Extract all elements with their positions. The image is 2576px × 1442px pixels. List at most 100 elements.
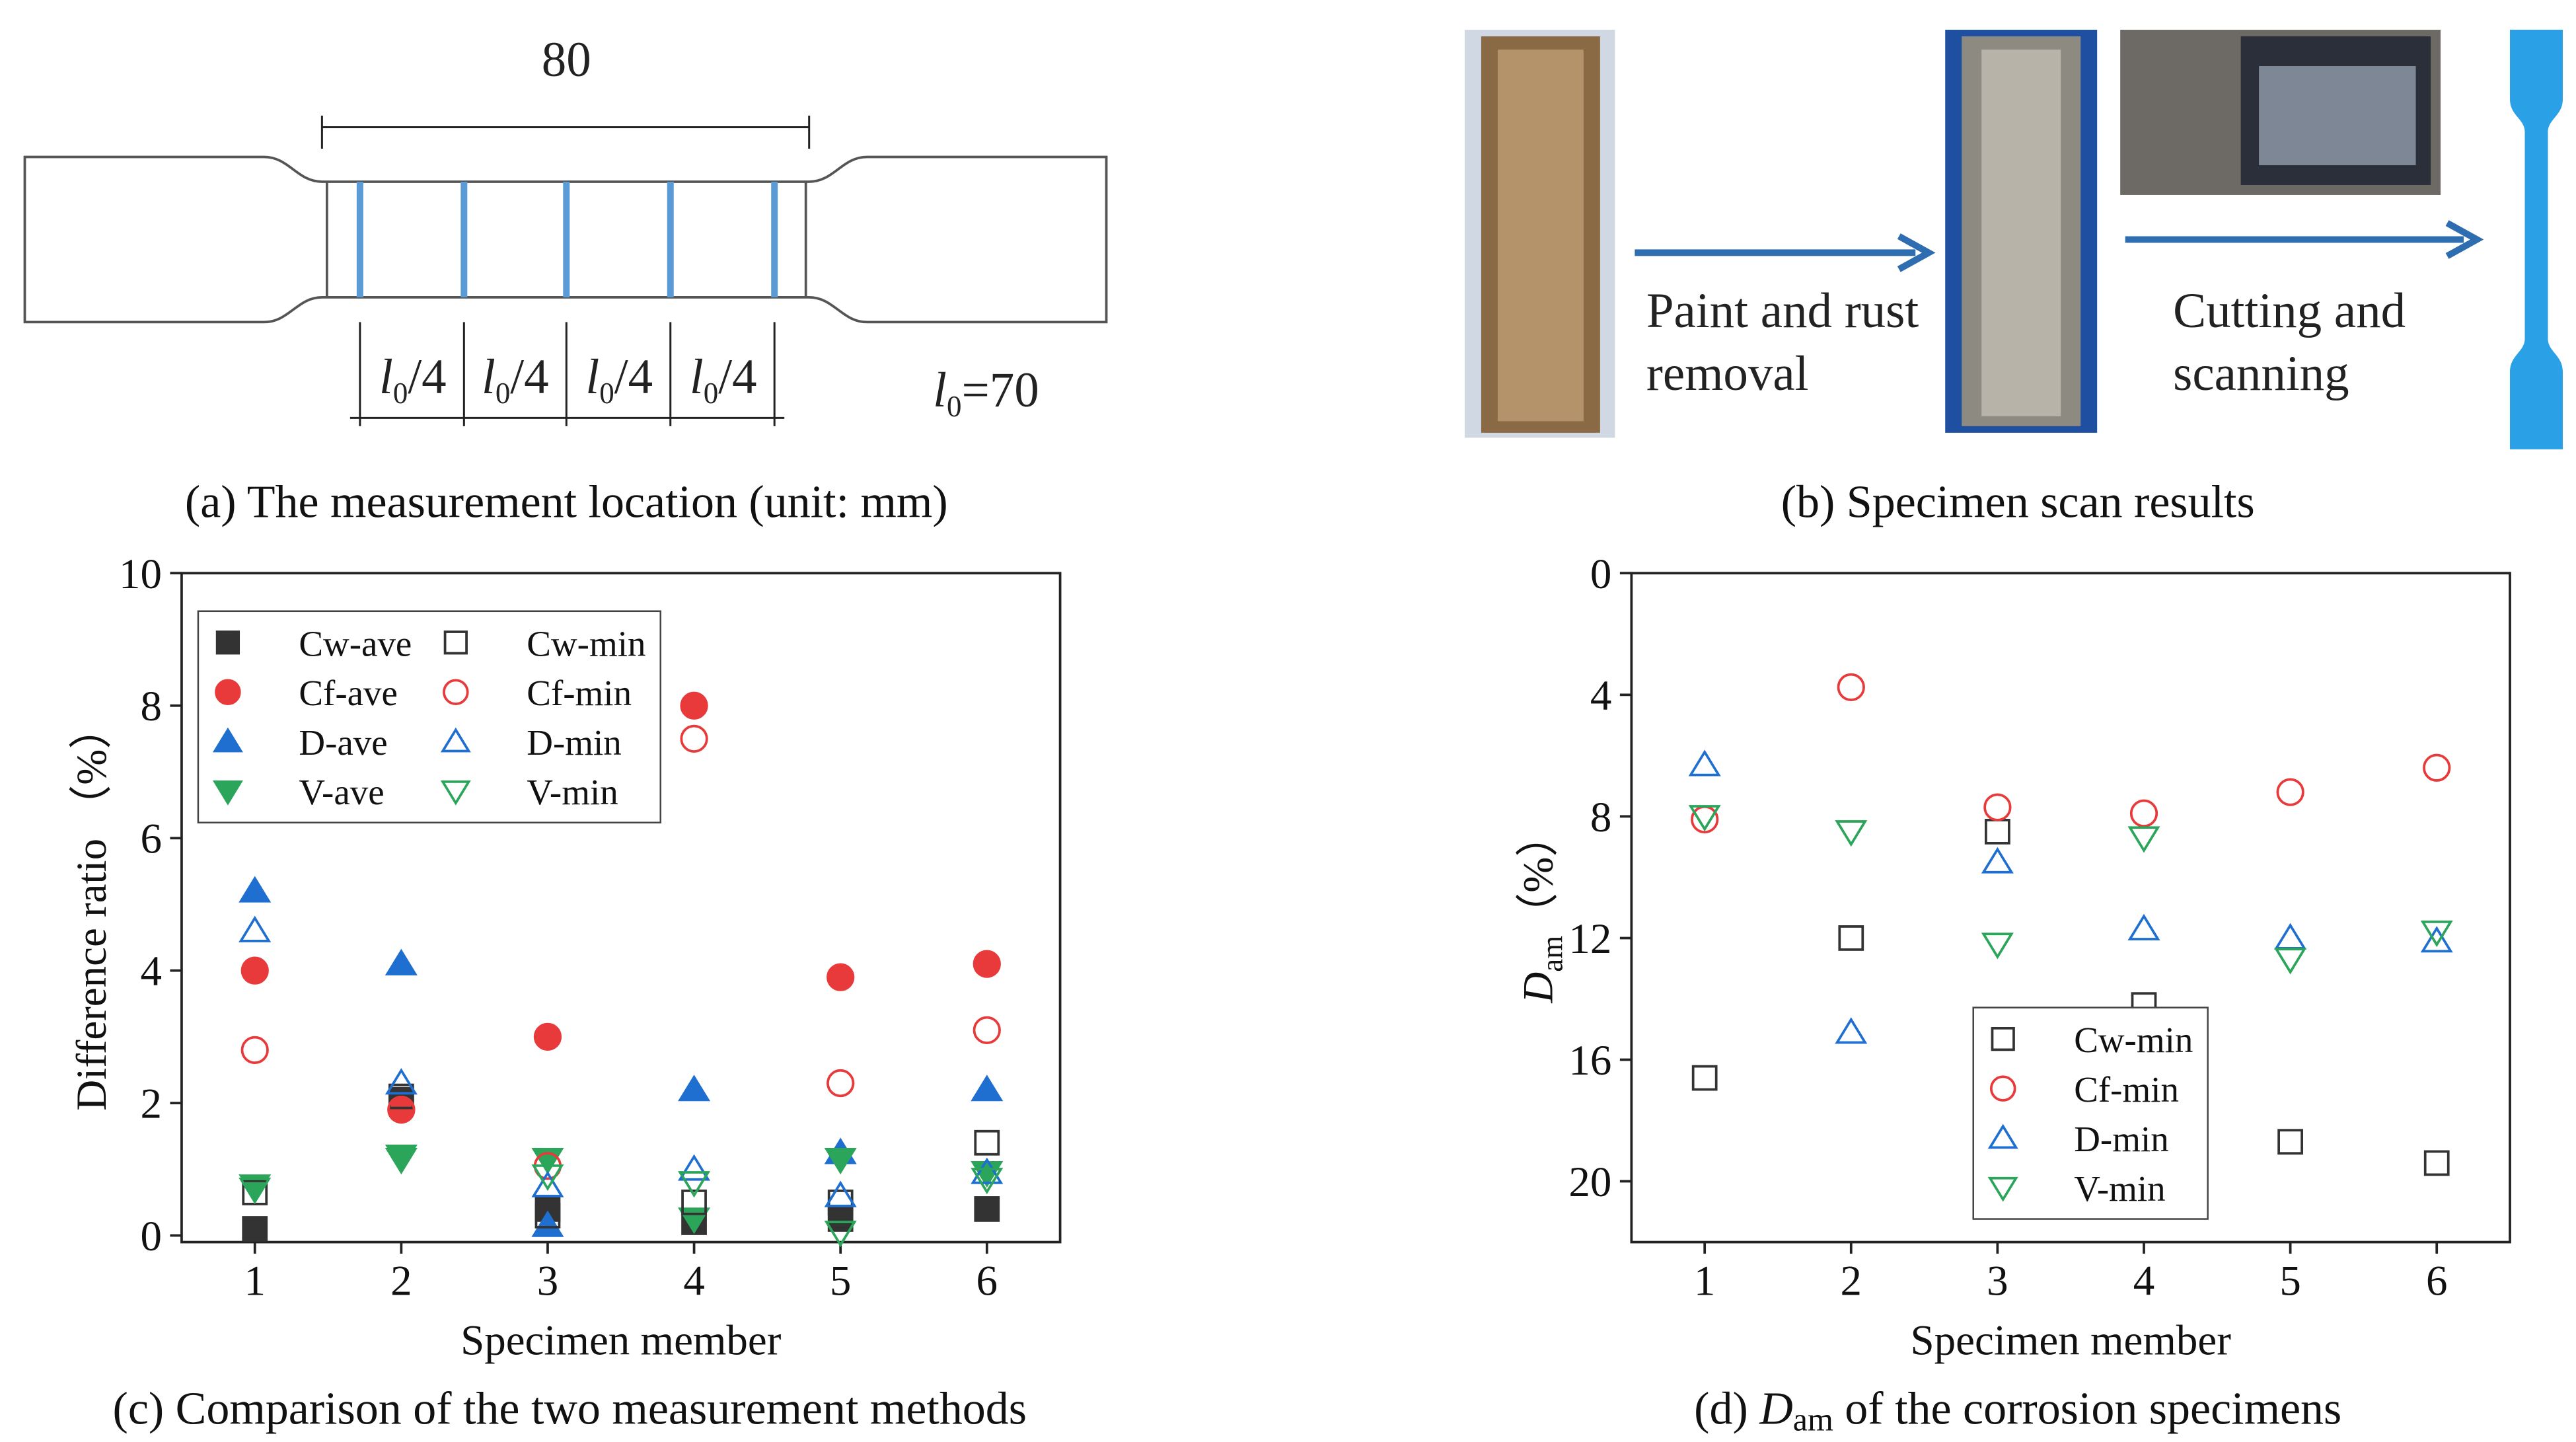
step-label: Cutting and: [2173, 284, 2406, 338]
y-tick-label: 0: [140, 1213, 161, 1260]
marker-circle: [2129, 799, 2158, 827]
dimension-label: 80: [542, 32, 591, 87]
marker-triangle: [678, 1171, 711, 1198]
marker-triangle: [1688, 805, 1721, 832]
marker-square: [1985, 819, 2010, 845]
marker-square: [2423, 1150, 2450, 1176]
marker-triangle: [212, 780, 243, 806]
marker-square: [1991, 1027, 2015, 1051]
caption-sub: am: [1793, 1400, 1833, 1437]
label-sub: 0: [599, 377, 614, 410]
x-tick-label: 2: [390, 1258, 412, 1305]
label-var: l: [933, 363, 947, 418]
label-rest: /4: [408, 350, 446, 404]
marker-triangle: [385, 948, 418, 975]
caption: (a) The measurement location (unit: mm): [185, 476, 948, 527]
x-tick-label: 6: [976, 1258, 998, 1305]
marker-circle: [973, 950, 1001, 978]
label-sub: 0: [704, 377, 718, 410]
marker-triangle: [2127, 826, 2160, 853]
y-tick-label: 6: [140, 816, 161, 863]
marker-circle: [1837, 673, 1865, 701]
dim-label: l0/4: [585, 350, 653, 410]
marker-triangle: [531, 1210, 564, 1237]
y-label-sub: am: [1535, 936, 1568, 972]
legend-label: V-ave: [299, 772, 384, 812]
marker-triangle: [2274, 948, 2307, 975]
legend-box: [197, 610, 661, 823]
marker-triangle: [824, 1221, 857, 1248]
y-label-unit: （%）: [1514, 814, 1562, 936]
plot-frame: [1630, 572, 2511, 1244]
marker-square: [388, 1083, 414, 1110]
caption-text: of the corrosion specimens: [1833, 1383, 2341, 1434]
dim-label: l0/4: [482, 350, 549, 410]
legend: Cw-ave Cf-ave D-ave V-ave Cw-min Cf-min D-min V…: [197, 610, 661, 823]
y-tick-label: 16: [1568, 1037, 1611, 1084]
marker-square: [974, 1196, 1000, 1222]
marker-triangle: [239, 1178, 272, 1205]
marker-triangle: [440, 780, 471, 806]
marker-triangle: [824, 1147, 857, 1175]
marker-triangle: [212, 727, 243, 753]
legend-label: D-ave: [299, 722, 387, 763]
marker-square: [974, 1129, 1000, 1156]
marker-circle: [1983, 793, 2012, 821]
marker-circle: [240, 1036, 269, 1065]
x-tick-label: 4: [2133, 1258, 2154, 1305]
specimen-outline: [23, 155, 1108, 324]
scanned-specimen: [2510, 30, 2563, 449]
y-tick-label: 12: [1568, 915, 1611, 963]
marker-circle: [240, 956, 269, 985]
marker-triangle: [971, 1075, 1004, 1102]
marker-circle: [387, 1095, 416, 1124]
y-tick-label: 20: [1568, 1158, 1611, 1206]
marker-triangle: [1688, 749, 1721, 777]
legend: Cw-min Cf-min D-min V-min: [1972, 1006, 2209, 1220]
y-axis-label: Difference ratio （%）: [68, 706, 116, 1111]
label-rest: /4: [614, 350, 653, 404]
x-tick-label: 5: [2279, 1258, 2300, 1305]
marker-square: [242, 1216, 268, 1242]
caption: (c) Comparison of the two measurement me…: [113, 1383, 1027, 1434]
marker-triangle: [678, 1075, 711, 1102]
plot-frame: [180, 572, 1062, 1244]
dim-label: l0/4: [690, 350, 757, 410]
y-tick-label: 8: [1590, 794, 1611, 841]
x-tick-label: 1: [1694, 1258, 1715, 1305]
marker-triangle: [1835, 1017, 1868, 1044]
step-label: Paint and rust: [1646, 284, 1919, 338]
marker-triangle: [1981, 847, 2014, 874]
marker-triangle: [1987, 1176, 2018, 1202]
arrow-head: [1897, 233, 1936, 272]
y-tick-label: 2: [140, 1081, 161, 1128]
label-var: l: [690, 350, 704, 404]
x-tick-label: 4: [683, 1258, 704, 1305]
x-axis-label: Specimen member: [460, 1317, 782, 1365]
legend-label: Cf-min: [2074, 1069, 2179, 1110]
marker-triangle: [1835, 820, 1868, 847]
marker-circle: [680, 691, 708, 720]
label-sub: 0: [496, 377, 510, 410]
marker-triangle: [678, 1154, 711, 1181]
x-tick-label: 5: [830, 1258, 851, 1305]
legend-label: Cw-min: [527, 623, 645, 664]
label-sub: 0: [393, 377, 408, 410]
marker-triangle: [971, 1157, 1004, 1184]
y-tick-label: 0: [1590, 550, 1611, 598]
marker-circle: [443, 679, 469, 706]
legend-label: D-min: [527, 722, 622, 763]
marker-triangle: [2274, 923, 2307, 950]
arrow-head: [2445, 220, 2484, 259]
dimension-lines: [320, 115, 811, 426]
marker-triangle: [440, 727, 471, 753]
segment-labels: l0/4 l0/4 l0/4 l0/4 l0=70: [379, 350, 1039, 423]
marker-circle: [215, 679, 241, 706]
legend-label: Cf-min: [527, 673, 632, 713]
step-label: removal: [1646, 346, 1809, 401]
label-var: l: [585, 350, 599, 404]
y-tick-label: 8: [140, 683, 161, 730]
photo-screen-view: [2259, 66, 2416, 165]
marker-square: [1691, 1065, 1718, 1091]
label-rest: /4: [718, 350, 756, 404]
